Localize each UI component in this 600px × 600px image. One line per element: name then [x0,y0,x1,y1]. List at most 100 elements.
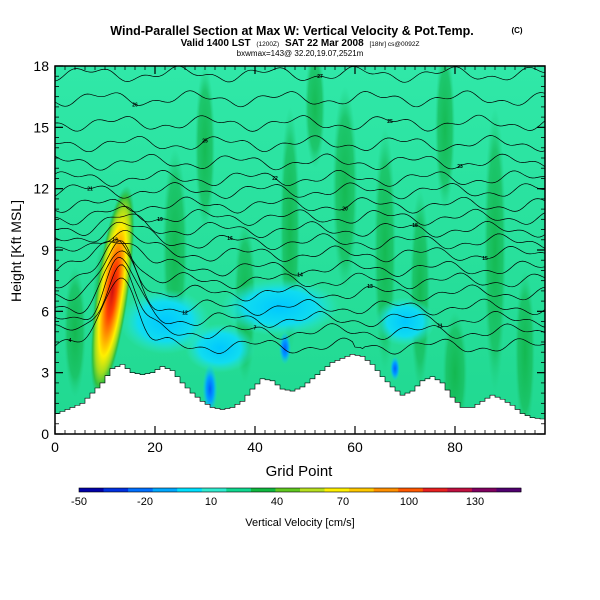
field-region-7 [410,188,430,394]
isentrope-label-8: 16 [227,236,233,242]
isentrope-5 [55,239,545,290]
y-tick-label-5: 15 [33,119,49,135]
isentrope-label-15: 25 [202,139,208,145]
field-region-0 [64,266,86,398]
field-region-10 [515,270,535,434]
isentrope-18 [55,66,545,83]
isentrope-label-0: 4 [69,338,72,344]
colorbar-swatch-9 [300,488,325,492]
isentrope-label-13: 22 [272,176,278,182]
colorbar-swatch-13 [398,488,424,492]
y-tick-label-6: 18 [33,58,49,74]
isentrope-contours: 4 7 11 12 13 13 14 15 16 18 19 20 21 22 23 25 25 26 27 [55,66,545,355]
isentrope-6 [55,241,545,277]
x-tick-label-2: 40 [247,439,263,455]
subtitle-note-a: (1200Z) [256,41,279,48]
strong-downdraft-0 [202,364,218,414]
colorbar-swatch-2 [128,488,154,492]
colorbar-label: Vertical Velocity [cm/s] [245,517,354,529]
x-tick-label-3: 60 [347,439,363,455]
colorbar-tick-label-5: 100 [400,496,418,508]
isentrope-label-16: 25 [387,119,393,125]
subtitle-valid: Valid 1400 LST [181,38,251,49]
field-region-5 [332,86,358,291]
isentrope-label-1: 7 [254,326,257,332]
colorbar-swatch-11 [349,488,375,492]
downdraft-region-1 [220,278,340,336]
colorbar-swatch-5 [201,488,227,492]
isentrope-label-11: 20 [342,206,348,212]
plot-area: 4 7 11 12 13 13 14 15 16 18 19 20 21 22 23 25 25 26 27 [55,66,545,434]
colorbar-swatch-15 [447,488,473,492]
field-region-13 [435,66,455,210]
strong-downdraft-2 [390,356,400,381]
y-tick-label-3: 9 [41,242,49,258]
isentrope-1 [55,264,545,340]
isentrope-7 [55,229,545,263]
chart-title-units: (C) [511,26,522,35]
colorbar-tick-label-0: -50 [71,496,87,508]
isentrope-label-7: 15 [482,256,488,262]
isentrope-label-3: 12 [182,310,188,316]
isentrope-label-5: 13 [112,237,118,243]
field-region-12 [305,66,325,169]
colorbar-swatch-0 [79,488,104,492]
colorbar: -50 -20 10 40 70 100 130 [71,487,522,508]
chart-title: Wind-Parallel Section at Max W: Vertical… [110,24,473,38]
colorbar-swatch-16 [471,488,497,492]
x-tick-label-0: 0 [51,439,59,455]
colorbar-tick-label-6: 130 [466,496,484,508]
isentrope-8 [55,221,545,251]
x-tick-label-1: 20 [147,439,163,455]
y-tick-label-1: 3 [41,365,49,381]
downdraft-region-0 [120,288,210,355]
isentrope-label-6: 14 [297,272,303,278]
colorbar-tick-label-1: -20 [137,496,153,508]
terrain [55,353,545,434]
isentrope-11 [55,196,545,214]
isentrope-16 [55,114,545,132]
x-tick-label-4: 80 [447,439,463,455]
isentrope-0 [55,277,545,355]
isentrope-10 [55,206,545,226]
colorbar-swatch-1 [103,488,129,492]
downdraft-region-3 [185,323,255,373]
colorbar-tick-label-2: 10 [205,496,217,508]
colorbar-swatch-4 [177,488,203,492]
isentrope-4 [55,240,545,302]
isentrope-label-14: 23 [457,164,463,170]
isentrope-13 [55,170,545,187]
chart-subtitle: Valid 1400 LST (1200Z) SAT 22 Mar 2008 [… [181,38,420,49]
downdraft-region-2 [375,297,435,347]
chart-subtitle-line2: bxwmax=143@ 32.20,19.07,2521m [237,49,364,58]
isentrope-label-9: 18 [412,223,418,229]
colorbar-swatch-17 [496,488,522,492]
colorbar-swatch-3 [152,488,178,492]
colorbar-swatch-10 [324,488,350,492]
colorbar-tick-label-4: 70 [337,496,349,508]
field-region-9 [484,106,506,394]
isentrope-2 [55,257,545,328]
x-axis: 0 20 40 60 80 [51,66,536,455]
velocity-field [64,66,535,434]
isentrope-label-10: 19 [157,217,163,223]
y-axis: 0 3 6 9 12 15 18 [33,58,545,442]
y-axis-label: Height [Kft MSL] [8,200,24,302]
subtitle-note-b: [18hr] cs@0092Z [369,41,419,48]
y-tick-label-4: 12 [33,181,49,197]
colorbar-swatch-7 [250,488,276,492]
strong-downdraft-1 [279,331,291,365]
isentrope-17 [55,90,545,108]
colorbar-swatch-14 [422,488,448,492]
colorbar-swatch-8 [275,488,301,492]
isentrope-label-17: 26 [132,103,138,109]
colorbar-tick-label-3: 40 [271,496,283,508]
updraft-core [90,185,135,397]
isentrope-label-18: 27 [317,74,323,80]
colorbar-swatch-12 [373,488,399,492]
colorbar-frame [78,487,522,493]
x-axis-label: Grid Point [266,463,334,480]
isentrope-label-12: 21 [87,187,93,193]
field-region-11 [195,66,215,230]
